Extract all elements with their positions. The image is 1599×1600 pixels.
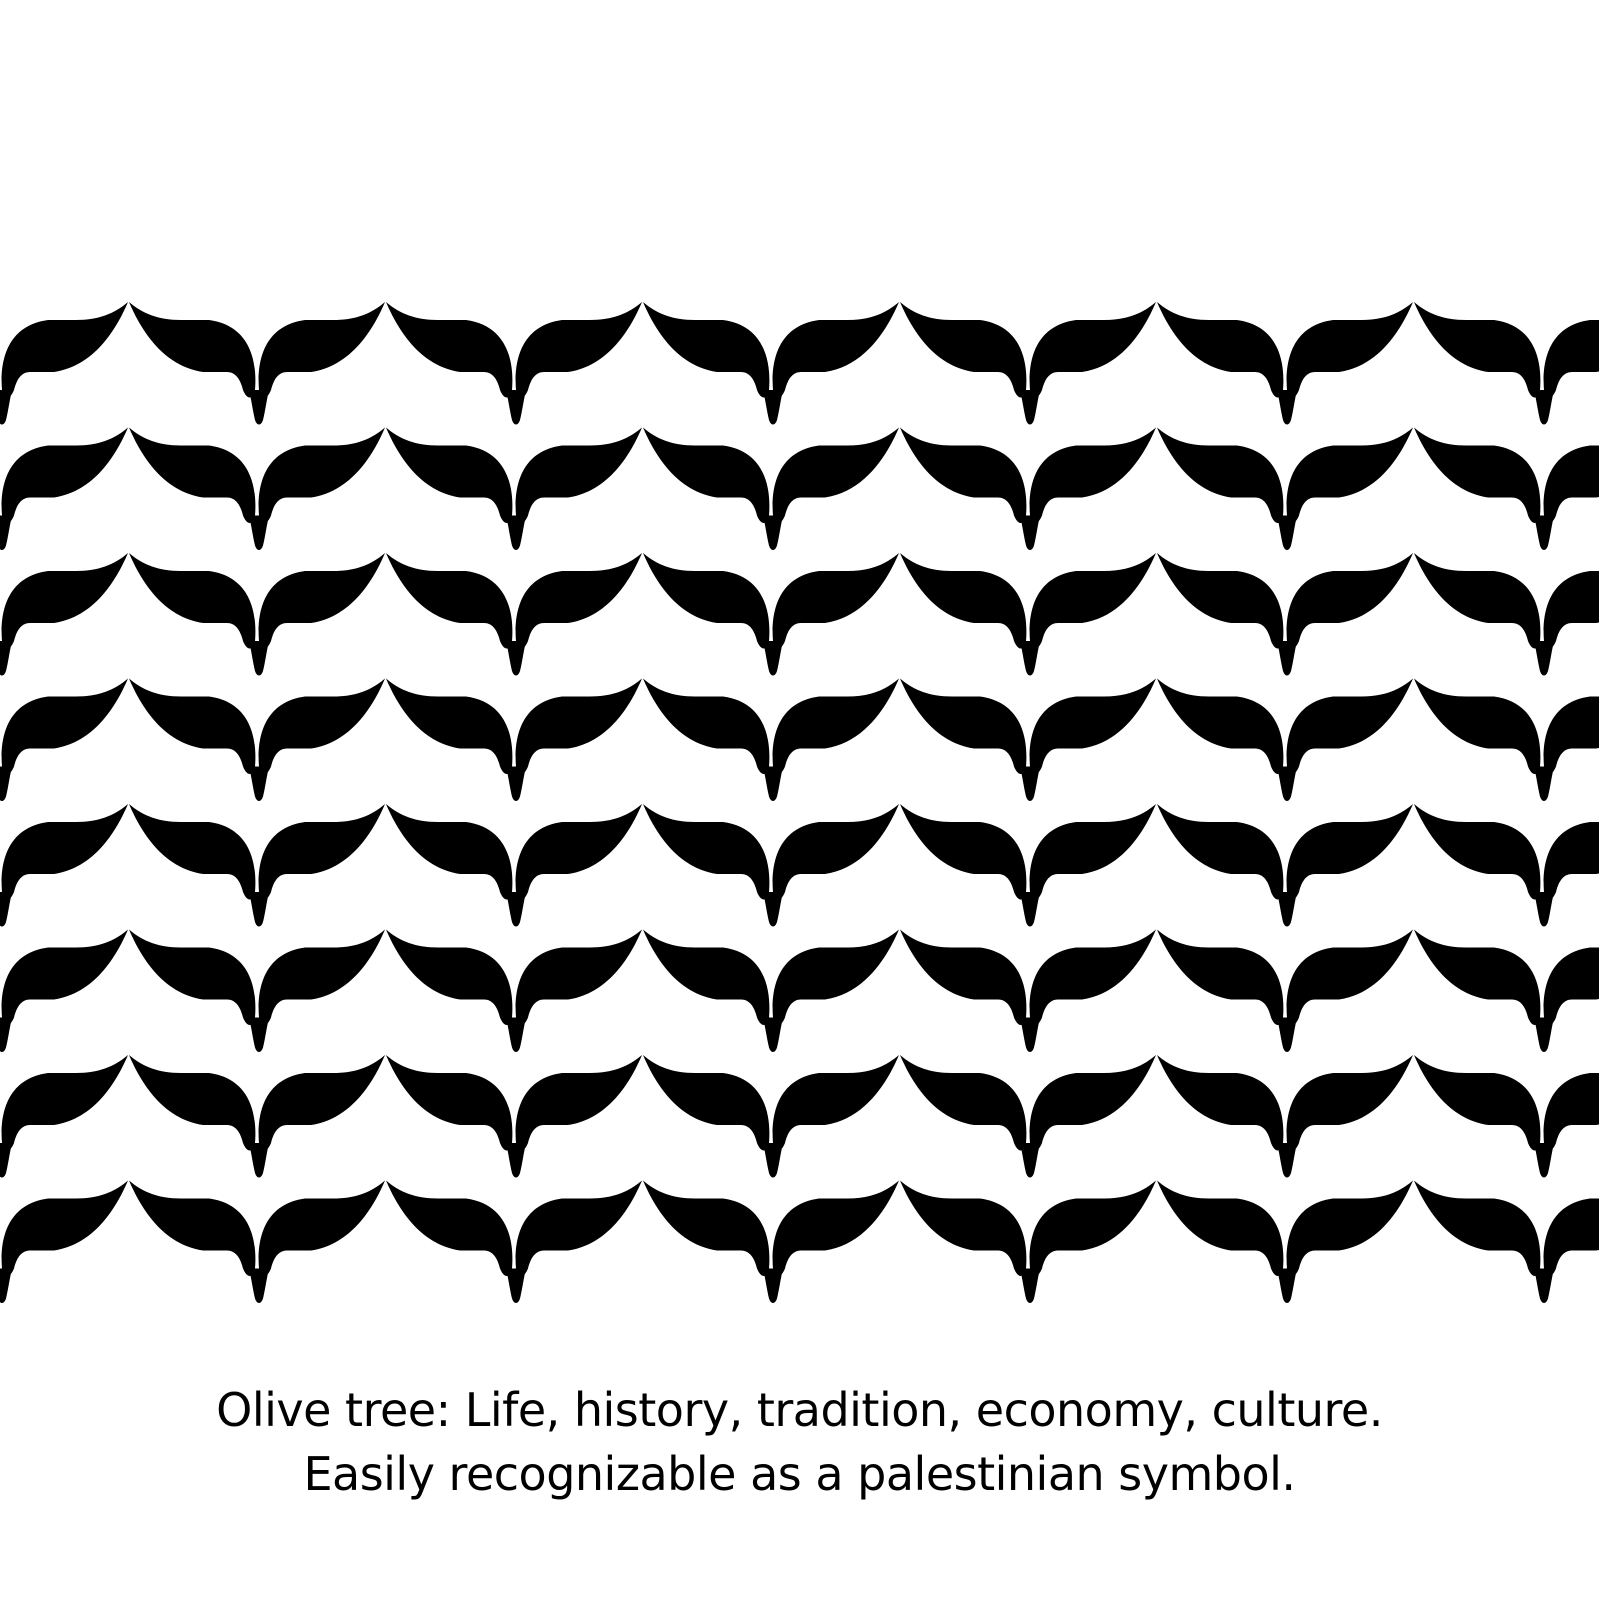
caption: Olive tree: Life, history, tradition, ec… — [0, 1378, 1599, 1506]
olive-leaf-icon — [386, 553, 642, 676]
olive-leaf-icon — [1157, 804, 1413, 927]
olive-leaf-icon — [0, 1055, 128, 1178]
olive-leaf-icon — [0, 678, 128, 801]
olive-leaf-icon — [386, 929, 642, 1052]
olive-leaf-icon — [643, 427, 899, 550]
olive-leaf-icon — [1414, 302, 1599, 425]
olive-leaf-icon — [1157, 553, 1413, 676]
olive-leaf-icon — [900, 1180, 1156, 1303]
olive-leaf-icon — [1414, 427, 1599, 550]
olive-leaf-icon — [0, 553, 128, 676]
olive-leaf-icon — [643, 929, 899, 1052]
olive-leaf-icon — [900, 427, 1156, 550]
olive-leaf-icon — [900, 553, 1156, 676]
olive-leaf-icon — [1157, 1180, 1413, 1303]
olive-leaf-icon — [1157, 678, 1413, 801]
olive-leaf-icon — [1157, 302, 1413, 425]
olive-leaf-icon — [643, 678, 899, 801]
olive-leaf-icon — [643, 1180, 899, 1303]
olive-leaf-icon — [129, 678, 385, 801]
olive-leaf-icon — [900, 1055, 1156, 1178]
olive-leaf-icon — [1414, 678, 1599, 801]
olive-leaf-icon — [1414, 804, 1599, 927]
olive-leaf-icon — [129, 302, 385, 425]
olive-leaf-icon — [129, 804, 385, 927]
olive-leaf-icon — [1157, 1055, 1413, 1178]
olive-leaf-icon — [900, 302, 1156, 425]
olive-leaf-icon — [129, 1180, 385, 1303]
olive-leaf-icon — [0, 1180, 128, 1303]
olive-leaf-icon — [386, 302, 642, 425]
olive-leaf-icon — [900, 678, 1156, 801]
olive-leaf-icon — [1414, 1055, 1599, 1178]
olive-leaf-icon — [1157, 929, 1413, 1052]
olive-leaf-icon — [643, 1055, 899, 1178]
olive-leaf-icon — [1157, 427, 1413, 550]
olive-leaf-icon — [643, 302, 899, 425]
olive-leaf-icon — [129, 1055, 385, 1178]
olive-leaf-icon — [643, 553, 899, 676]
olive-leaf-icon — [1414, 929, 1599, 1052]
olive-leaf-icon — [129, 929, 385, 1052]
olive-leaf-icon — [0, 929, 128, 1052]
olive-leaf-icon — [386, 1055, 642, 1178]
olive-leaf-icon — [0, 804, 128, 927]
olive-leaf-icon — [1414, 1180, 1599, 1303]
caption-line-1: Olive tree: Life, history, tradition, ec… — [216, 1383, 1383, 1437]
olive-leaf-icon — [0, 427, 128, 550]
caption-line-2: Easily recognizable as a palestinian sym… — [303, 1447, 1296, 1501]
olive-leaf-icon — [900, 804, 1156, 927]
olive-leaf-icon — [900, 929, 1156, 1052]
olive-leaf-icon — [643, 804, 899, 927]
olive-leaf-icon — [129, 427, 385, 550]
olive-leaf-pattern-svg — [0, 302, 1599, 1303]
olive-leaf-icon — [129, 553, 385, 676]
olive-leaf-icon — [386, 678, 642, 801]
olive-leaf-icon — [0, 302, 128, 425]
olive-leaf-pattern — [0, 290, 1599, 1310]
olive-leaf-icon — [386, 804, 642, 927]
olive-leaf-icon — [1414, 553, 1599, 676]
olive-leaf-icon — [386, 427, 642, 550]
olive-leaf-icon — [386, 1180, 642, 1303]
